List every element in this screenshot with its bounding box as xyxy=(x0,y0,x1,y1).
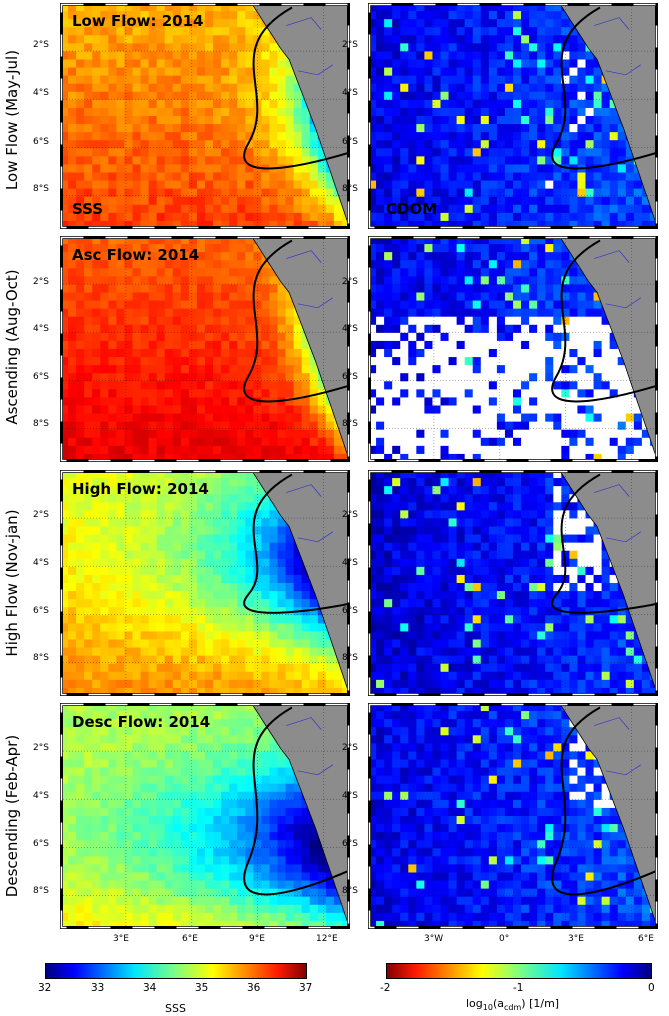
sss-tick: 33 xyxy=(91,982,105,994)
lon-tick: 6°E xyxy=(182,934,198,944)
lon-tick: 9°E xyxy=(249,934,265,944)
lat-tick: 8°S xyxy=(342,653,358,663)
lat-tick: 4°S xyxy=(33,324,49,334)
lat-tick: 2°S xyxy=(33,40,49,50)
lat-tick: 8°S xyxy=(342,886,358,896)
row-label-descending: Descending (Feb-Apr) xyxy=(3,734,21,898)
lat-tick: 6°S xyxy=(33,606,49,616)
lat-tick: 6°S xyxy=(342,606,358,616)
lat-tick: 2°S xyxy=(33,743,49,753)
row-label-high-flow: High Flow (Nov-jan) xyxy=(3,509,21,657)
lat-tick: 4°S xyxy=(33,791,49,801)
lat-tick: 8°S xyxy=(33,419,49,429)
lat-tick: 8°S xyxy=(33,653,49,663)
lon-tick: 3°E xyxy=(568,934,584,944)
lat-tick: 4°S xyxy=(342,324,358,334)
sss-tag: SSS xyxy=(72,200,104,218)
lat-tick: 4°S xyxy=(33,88,49,98)
panel-title-high-flow: High Flow: 2014 xyxy=(72,480,209,498)
panel-title-low-flow: Low Flow: 2014 xyxy=(72,12,204,30)
cdom-tick: -1 xyxy=(513,982,524,994)
sss-tick: 34 xyxy=(143,982,157,994)
cdom-tick: 0 xyxy=(648,982,655,994)
lon-tick: 3°E xyxy=(113,934,129,944)
lat-tick: 6°S xyxy=(33,372,49,382)
cdom-colorbar-label: log10(acdm) [1/m] xyxy=(466,997,560,1013)
lat-tick: 4°S xyxy=(342,88,358,98)
sss-tick: 37 xyxy=(299,982,313,994)
lat-tick: 6°S xyxy=(33,839,49,849)
cdom-tick: -2 xyxy=(380,982,391,994)
sss-tick: 36 xyxy=(247,982,261,994)
lon-tick: 3°W xyxy=(424,934,444,944)
lat-tick: 2°S xyxy=(342,743,358,753)
sss-map-asc-flow xyxy=(60,236,350,462)
sss-colorbar xyxy=(45,963,307,979)
cdom-map-high-flow xyxy=(368,470,658,696)
sss-map-desc-flow xyxy=(60,703,350,929)
lat-tick: 4°S xyxy=(342,791,358,801)
lat-tick: 8°S xyxy=(33,886,49,896)
lat-tick: 6°S xyxy=(342,372,358,382)
panel-title-asc-flow: Asc Flow: 2014 xyxy=(72,246,200,264)
sss-colorbar-label: SSS xyxy=(165,1002,186,1015)
cdom-map-desc-flow xyxy=(368,703,658,929)
lat-tick: 4°S xyxy=(33,558,49,568)
cdom-map-low-flow xyxy=(368,3,658,229)
lat-tick: 2°S xyxy=(342,277,358,287)
sss-tick: 35 xyxy=(195,982,209,994)
lat-tick: 2°S xyxy=(342,40,358,50)
row-label-low-flow: Low Flow (May-Jul) xyxy=(3,49,21,191)
lat-tick: 2°S xyxy=(33,277,49,287)
lat-tick: 6°S xyxy=(33,137,49,147)
cdom-colorbar xyxy=(386,963,652,979)
lat-tick: 2°S xyxy=(342,510,358,520)
lat-tick: 6°S xyxy=(342,839,358,849)
lat-tick: 4°S xyxy=(342,558,358,568)
lon-tick: 0° xyxy=(499,934,510,944)
cdom-map-asc-flow xyxy=(368,236,658,462)
sss-map-low-flow xyxy=(60,3,350,229)
panel-title-desc-flow: Desc Flow: 2014 xyxy=(72,713,211,731)
lat-tick: 8°S xyxy=(33,184,49,194)
sss-tick: 32 xyxy=(38,982,52,994)
cdom-tag: CDOM xyxy=(386,200,438,218)
lat-tick: 2°S xyxy=(33,510,49,520)
lat-tick: 6°S xyxy=(342,137,358,147)
lon-tick: 6°E xyxy=(638,934,654,944)
lon-tick: 12°E xyxy=(316,934,338,944)
lat-tick: 8°S xyxy=(342,419,358,429)
row-label-ascending: Ascending (Aug-Oct) xyxy=(3,269,21,425)
sss-map-high-flow xyxy=(60,470,350,696)
lat-tick: 8°S xyxy=(342,184,358,194)
